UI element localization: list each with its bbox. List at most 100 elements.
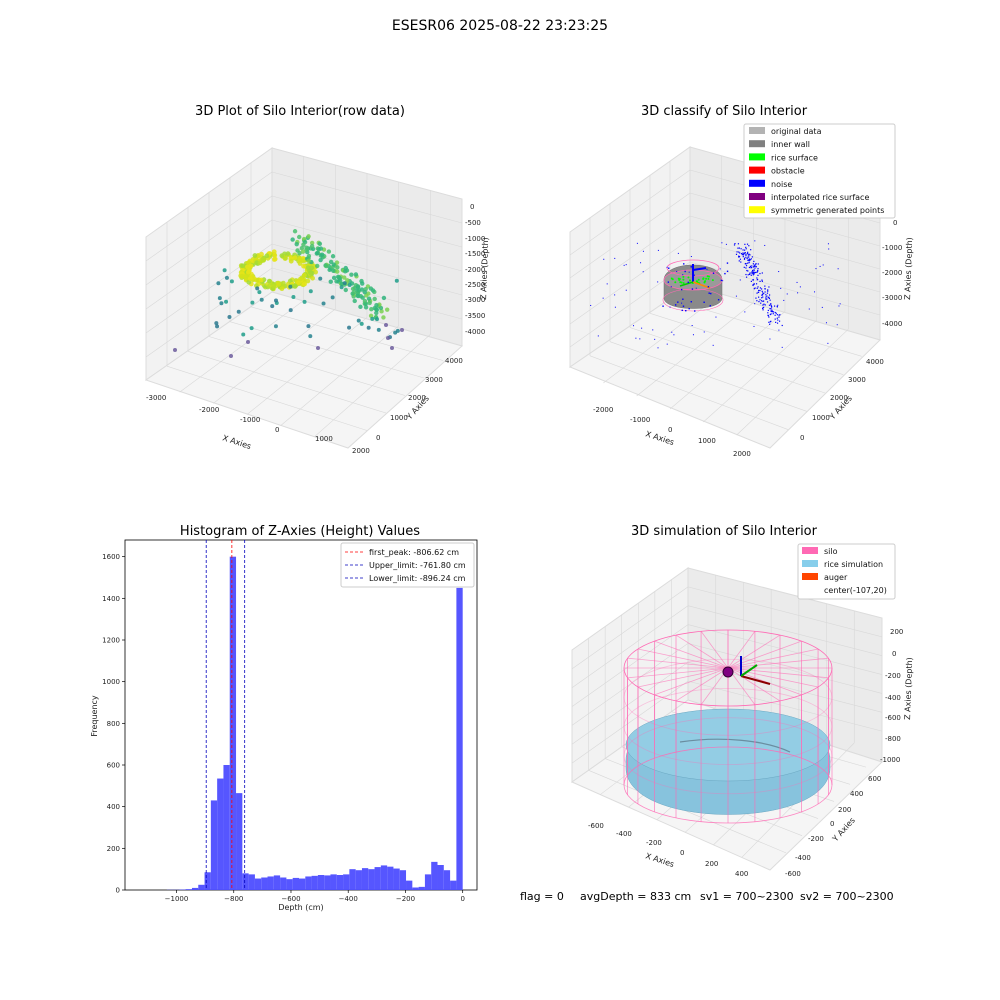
noise-point bbox=[799, 286, 801, 288]
noise-point bbox=[683, 263, 685, 265]
noise-point bbox=[754, 265, 756, 267]
data-point bbox=[355, 284, 361, 289]
noise-point bbox=[680, 288, 683, 291]
histogram-bar bbox=[204, 872, 211, 890]
noise-point bbox=[760, 302, 762, 304]
data-point bbox=[335, 274, 341, 280]
noise-point bbox=[738, 256, 740, 258]
data-point bbox=[271, 249, 277, 255]
noise-point bbox=[747, 274, 749, 276]
legend-swatch bbox=[749, 127, 765, 134]
noise-point bbox=[776, 322, 779, 324]
noise-point bbox=[769, 308, 771, 310]
noise-point bbox=[774, 314, 776, 316]
noise-point bbox=[754, 267, 756, 269]
noise-point bbox=[671, 331, 673, 333]
data-point bbox=[239, 273, 245, 279]
noise-point bbox=[751, 271, 753, 273]
histogram-bar bbox=[437, 865, 444, 890]
noise-point bbox=[760, 300, 763, 302]
center-point bbox=[722, 666, 734, 678]
data-point bbox=[328, 279, 333, 284]
noise-point bbox=[740, 248, 742, 250]
noise-point bbox=[756, 292, 758, 294]
p2-ztick: -2000 bbox=[882, 269, 902, 277]
rice-point bbox=[696, 280, 699, 283]
histogram-bar bbox=[361, 868, 369, 890]
panel4-z-ticks: 200 0 -200 -400 -600 -800 -1000 bbox=[880, 628, 903, 764]
data-point bbox=[257, 290, 262, 295]
data-point bbox=[219, 301, 224, 306]
histogram-y-tick-label: 200 bbox=[107, 845, 120, 853]
noise-point bbox=[751, 265, 753, 267]
data-point bbox=[217, 296, 222, 301]
p1-ztick: -3500 bbox=[465, 312, 485, 320]
data-point bbox=[248, 263, 254, 269]
noise-point bbox=[743, 258, 746, 260]
data-point bbox=[376, 327, 381, 332]
noise-point bbox=[736, 251, 738, 253]
noise-point bbox=[635, 337, 637, 339]
data-point bbox=[331, 268, 336, 274]
rice-point bbox=[707, 277, 710, 280]
noise-point bbox=[726, 262, 729, 264]
noise-point bbox=[749, 254, 751, 256]
data-point bbox=[302, 281, 308, 287]
noise-point bbox=[677, 301, 679, 303]
p4-ztick: 0 bbox=[892, 650, 896, 658]
histogram-bar bbox=[355, 870, 362, 890]
noise-point bbox=[738, 255, 740, 257]
data-point bbox=[214, 321, 219, 326]
data-point bbox=[296, 280, 301, 286]
noise-point bbox=[751, 269, 754, 272]
data-point bbox=[353, 272, 359, 277]
data-point bbox=[367, 300, 372, 306]
noise-point bbox=[761, 290, 763, 292]
noise-point bbox=[753, 283, 755, 285]
data-point bbox=[316, 346, 320, 350]
noise-point bbox=[762, 307, 764, 309]
data-point bbox=[271, 257, 277, 262]
data-point bbox=[386, 336, 390, 340]
data-point bbox=[309, 243, 315, 249]
silo-spoke bbox=[637, 648, 729, 669]
noise-point bbox=[633, 325, 635, 327]
obstacle-line bbox=[692, 281, 711, 289]
p2-ytick: 2000 bbox=[830, 394, 848, 402]
p4-ytick: -400 bbox=[795, 854, 811, 862]
data-point bbox=[374, 302, 379, 308]
data-point bbox=[266, 278, 272, 284]
silo-spoke bbox=[700, 631, 729, 669]
data-point bbox=[259, 251, 264, 257]
data-point bbox=[318, 276, 323, 281]
noise-point bbox=[747, 256, 749, 258]
p1-xtick: -1000 bbox=[240, 416, 260, 424]
noise-point bbox=[742, 254, 744, 256]
noise-point bbox=[755, 297, 757, 299]
p1-ztick: -1000 bbox=[465, 235, 485, 243]
data-point bbox=[384, 307, 390, 312]
noise-point bbox=[772, 311, 775, 313]
noise-point bbox=[819, 265, 821, 267]
data-point bbox=[359, 321, 364, 326]
data-point bbox=[224, 275, 229, 280]
noise-point bbox=[825, 322, 827, 324]
noise-point bbox=[768, 316, 770, 318]
noise-point bbox=[654, 338, 656, 340]
noise-point bbox=[625, 264, 627, 266]
data-point bbox=[258, 277, 264, 283]
noise-point bbox=[769, 338, 771, 340]
noise-point bbox=[827, 342, 829, 344]
data-point bbox=[331, 275, 337, 281]
noise-point bbox=[749, 259, 751, 261]
noise-point bbox=[694, 310, 696, 312]
data-point bbox=[215, 324, 220, 329]
data-point bbox=[252, 253, 258, 258]
rice-point bbox=[674, 281, 677, 284]
panel2-y-ticks: 0 1000 2000 3000 4000 bbox=[800, 358, 884, 442]
histogram-bar bbox=[349, 869, 356, 890]
noise-point bbox=[771, 309, 773, 311]
noise-point bbox=[828, 248, 830, 250]
noise-point bbox=[603, 258, 605, 260]
silo-mid-ring bbox=[623, 688, 833, 765]
